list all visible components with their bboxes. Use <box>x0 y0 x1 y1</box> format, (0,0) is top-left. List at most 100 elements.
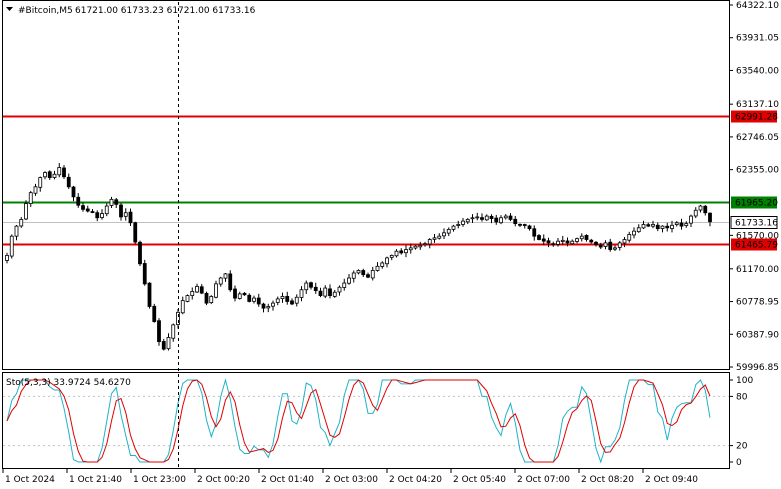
candle-body <box>632 230 636 236</box>
level-price-tag <box>731 196 777 209</box>
candle-body <box>119 204 123 218</box>
time-tick-label: 2 Oct 07:00 <box>517 475 570 485</box>
symbol-dropdown-icon[interactable] <box>6 7 13 11</box>
candle-body <box>470 217 475 220</box>
candle-body <box>703 205 708 214</box>
candle-body <box>408 247 413 251</box>
candle-body <box>499 217 503 224</box>
candle-body <box>81 205 85 210</box>
price-levels[interactable]: 62991.28 61965.20 61733.16 61465.79 <box>3 110 778 251</box>
indicator-label: Sto(5,3,3) 33.9724 54.6270 <box>6 378 131 388</box>
candle-body <box>518 223 522 226</box>
candle-body <box>503 215 508 219</box>
candle-body <box>66 176 71 188</box>
candle-body <box>152 305 157 322</box>
candle-body <box>128 211 133 224</box>
candle-body <box>698 205 703 211</box>
candle-body <box>290 300 294 305</box>
candle-body <box>304 282 309 291</box>
indicator-tick-label: 0 <box>736 458 742 468</box>
indicator-tick-label: 20 <box>736 442 748 452</box>
candle-body <box>214 283 218 298</box>
candle-body <box>513 218 518 225</box>
candle-body <box>366 274 370 278</box>
candle-body <box>418 244 423 248</box>
candle-body <box>693 209 698 217</box>
candle-body <box>541 238 546 242</box>
candle-body <box>109 198 114 206</box>
candle-body <box>147 282 152 307</box>
candle-body <box>651 224 655 227</box>
candle-body <box>589 239 594 243</box>
candle-body <box>24 203 28 220</box>
candle-body <box>617 242 622 248</box>
candle-body <box>123 212 128 217</box>
candle-body <box>342 282 347 288</box>
indicator-axis: 100 80 20 0 <box>729 376 753 468</box>
candle-body <box>142 263 147 285</box>
price-tick-label: 60778.95 <box>736 298 779 308</box>
symbol-label[interactable]: #Bitcoin,M5 <box>18 6 73 16</box>
candle-body <box>328 288 332 296</box>
candle-body <box>313 286 318 291</box>
candle-body <box>204 292 209 304</box>
price-pane-frame <box>2 0 730 370</box>
current-price-label: 61733.16 <box>735 219 778 229</box>
time-tick-label: 2 Oct 04:20 <box>389 475 442 485</box>
candle-body <box>271 302 275 307</box>
current-price-tag <box>730 216 778 229</box>
candle-body <box>641 224 646 229</box>
candle-body <box>389 255 394 258</box>
candle-body <box>375 265 380 271</box>
candle-body <box>546 240 551 244</box>
level-price-tag <box>731 238 777 251</box>
candle-body <box>380 262 385 267</box>
candle-body <box>318 290 323 296</box>
candle-body <box>309 282 313 288</box>
candle-body <box>266 306 271 309</box>
candle-body <box>489 215 494 219</box>
candle-body <box>223 273 228 279</box>
time-tick-label: 1 Oct 23:00 <box>133 475 186 485</box>
candle-body <box>133 222 138 243</box>
price-tick-label: 63137.10 <box>736 100 779 110</box>
price-tick-label: 62355.00 <box>736 166 779 176</box>
candle-body <box>323 287 328 297</box>
candle-body <box>190 291 195 296</box>
candle-body <box>456 224 461 226</box>
candle-body <box>679 222 684 227</box>
time-tick-label: 1 Oct 2024 <box>5 475 55 485</box>
candle-body <box>399 250 404 254</box>
candle-body <box>138 241 142 265</box>
candle-body <box>603 242 608 247</box>
candle-body <box>28 192 33 204</box>
indicator-tick-label: 100 <box>736 376 753 386</box>
stoch-signal-line <box>6 379 711 463</box>
candle-body <box>233 288 237 299</box>
time-tick-label: 2 Oct 03:00 <box>325 475 378 485</box>
candle-body <box>636 227 641 233</box>
price-tick-label: 63540.00 <box>736 66 779 76</box>
candle-body <box>347 277 351 284</box>
candle-body <box>613 247 617 250</box>
candle-body <box>285 295 290 302</box>
price-axis[interactable]: 64322.10 63931.05 63540.00 63137.10 62746.05… <box>729 1 779 373</box>
candle-body <box>560 239 565 242</box>
candle-body <box>674 222 679 225</box>
candle-body <box>95 212 100 219</box>
candle-body <box>475 216 480 219</box>
candle-body <box>527 225 532 230</box>
time-axis: 1 Oct 2024 1 Oct 21:40 1 Oct 23:00 2 Oct 00… <box>2 469 698 485</box>
candle-body <box>598 244 603 248</box>
ohlc-readout: 61721.00 61733.23 61721.00 61733.16 <box>75 6 256 16</box>
candle-body <box>5 255 9 261</box>
candle-body <box>166 337 171 350</box>
candle-body <box>351 272 356 279</box>
candle-body <box>47 171 52 178</box>
time-tick-label: 2 Oct 05:40 <box>453 475 506 485</box>
time-tick-label: 2 Oct 08:20 <box>581 475 634 485</box>
candle-body <box>261 303 266 309</box>
level-price-label: 62991.28 <box>735 113 778 123</box>
candle-body <box>570 240 575 245</box>
